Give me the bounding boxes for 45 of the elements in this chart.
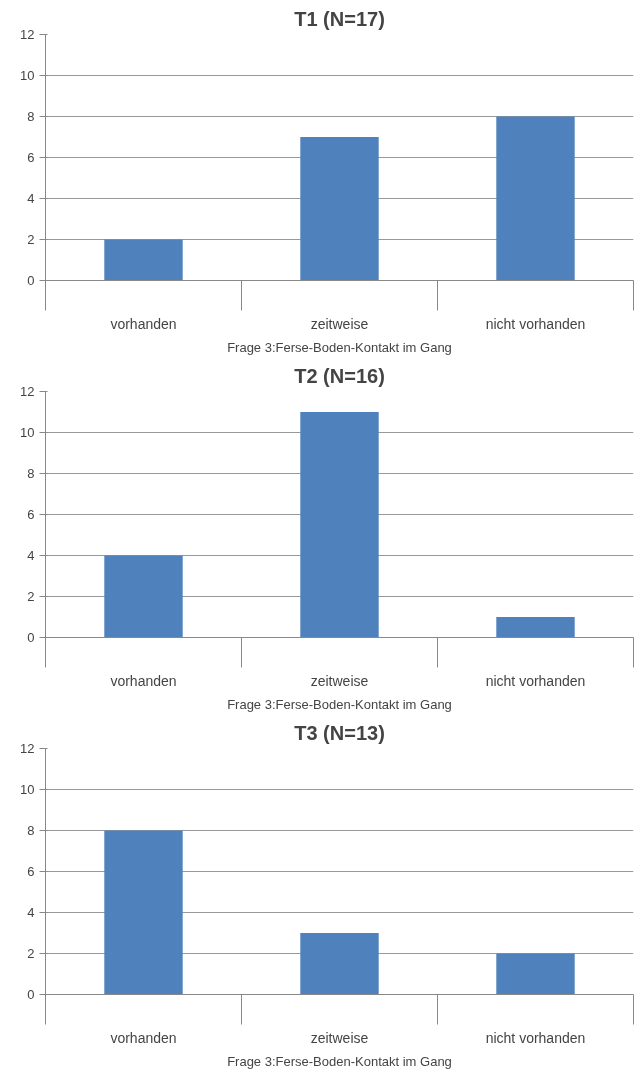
x-tick-label: zeitweise [310, 1029, 369, 1046]
x-tick-label: nicht vorhanden [485, 315, 586, 332]
x-axis-title: Frage 3:Ferse-Boden-Kontakt im Gang [227, 1053, 452, 1069]
x-tick-label: vorhanden [110, 1029, 177, 1046]
bar [104, 830, 183, 995]
y-tick-label: 8 [27, 109, 35, 124]
y-tick-label: 4 [27, 905, 35, 920]
y-tick-label: 0 [27, 987, 35, 1002]
bar [104, 239, 183, 281]
bar [496, 116, 575, 281]
bar [496, 617, 575, 638]
y-tick-label: 10 [20, 425, 35, 440]
x-tick-label: zeitweise [310, 315, 369, 332]
y-tick-label: 4 [27, 191, 35, 206]
x-axis-title: Frage 3:Ferse-Boden-Kontakt im Gang [227, 696, 452, 712]
y-tick-label: 0 [27, 630, 35, 645]
y-tick-label: 6 [27, 150, 35, 165]
y-tick-label: 12 [20, 27, 35, 42]
y-tick-label: 12 [20, 384, 35, 399]
y-tick-label: 4 [27, 548, 35, 563]
bar [104, 555, 183, 638]
y-tick-label: 2 [27, 232, 35, 247]
chart-title: T3 (N=13) [294, 721, 385, 744]
bar [300, 412, 379, 638]
y-tick-label: 2 [27, 946, 35, 961]
y-tick-label: 12 [20, 741, 35, 756]
chart-title: T2 (N=16) [294, 364, 385, 387]
y-tick-label: 8 [27, 466, 35, 481]
y-tick-label: 10 [20, 782, 35, 797]
y-tick-label: 8 [27, 823, 35, 838]
chart-title: T1 (N=17) [294, 7, 385, 30]
y-tick-label: 0 [27, 273, 35, 288]
x-tick-label: vorhanden [110, 672, 177, 689]
x-tick-label: zeitweise [310, 672, 369, 689]
y-tick-label: 10 [20, 68, 35, 83]
x-tick-label: nicht vorhanden [485, 1029, 586, 1046]
x-tick-label: nicht vorhanden [485, 672, 586, 689]
x-tick-label: vorhanden [110, 315, 177, 332]
bar [496, 953, 575, 995]
bar [300, 933, 379, 995]
bar [300, 137, 379, 281]
y-tick-label: 6 [27, 864, 35, 879]
y-tick-label: 6 [27, 507, 35, 522]
x-axis-title: Frage 3:Ferse-Boden-Kontakt im Gang [227, 339, 452, 355]
y-tick-label: 2 [27, 589, 35, 604]
